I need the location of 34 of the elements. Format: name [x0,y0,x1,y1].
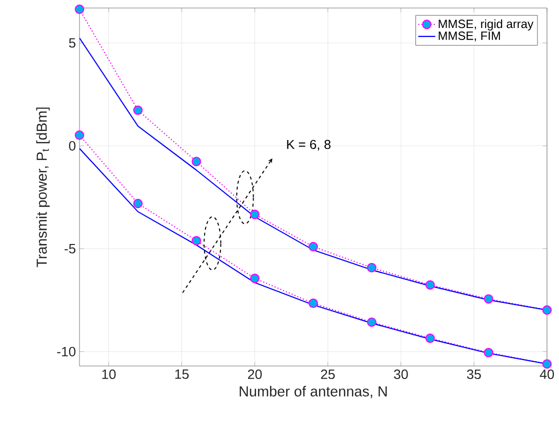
y-tick-label: -5 [64,244,76,254]
y-tick-label: 0 [69,141,76,151]
y-tick-label: -10 [57,346,76,356]
point [192,156,202,166]
point [542,305,552,315]
point [366,317,376,327]
x-tick-label: 30 [394,370,408,380]
point [133,106,143,115]
legend-label: MMSE, rigid array [438,19,534,30]
point [74,4,84,14]
x-tick-label: 35 [466,370,481,380]
x-axis-title: Number of antennas, N [240,386,387,398]
point [425,280,435,290]
x-tick-label: 20 [248,370,262,380]
point [250,274,260,284]
x-tick-label: 25 [321,370,335,380]
point [192,236,202,246]
point [542,359,552,369]
x-tick-label: 10 [102,370,116,380]
x-tick-label: 40 [540,370,554,380]
x-tick-label: 15 [175,370,189,379]
point [250,210,260,220]
point [74,130,84,140]
y-tick-label: 5 [69,38,76,48]
point [366,262,376,272]
point [425,333,435,343]
point [308,242,318,252]
point [133,198,143,208]
legend-label: MMSE, FIM [438,31,500,42]
y-axis-title: Transmit power, P$_{t}$ [dBm] [36,108,50,268]
annotation: K = 6, 8 [287,140,331,151]
point [308,298,318,308]
point [484,348,494,358]
point [484,294,494,304]
